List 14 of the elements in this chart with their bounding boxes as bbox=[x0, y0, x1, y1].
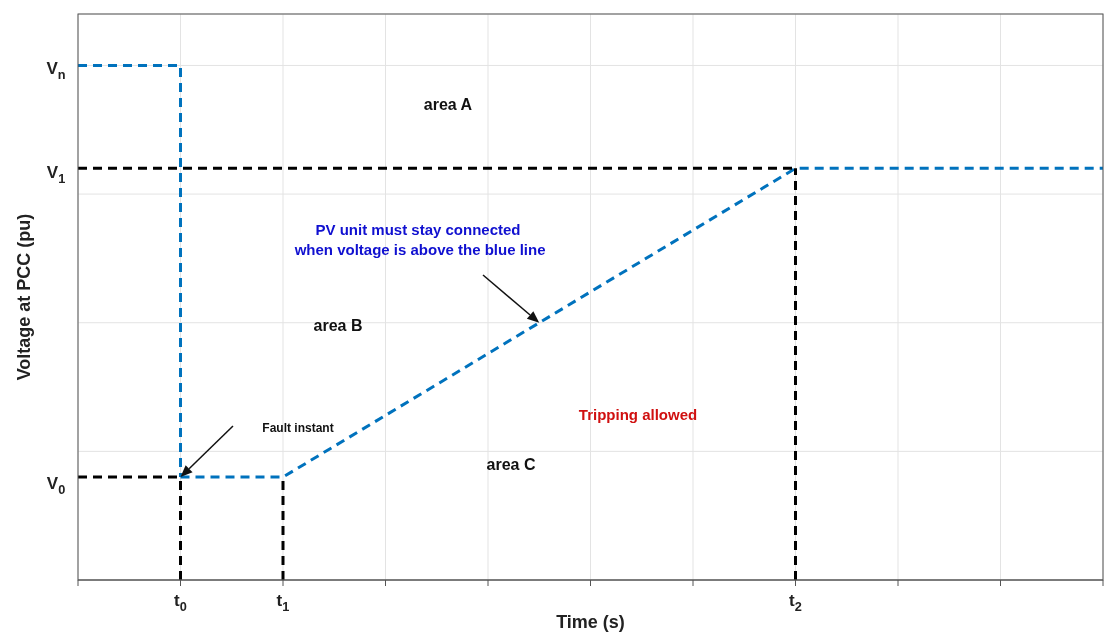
annotation: area B bbox=[313, 317, 363, 334]
text: V$_{1}$ bbox=[46, 163, 66, 186]
annotation: Tripping allowed bbox=[578, 406, 698, 423]
annotation: area A bbox=[423, 96, 473, 113]
annotation: area C bbox=[486, 456, 536, 473]
x-tick-label: t$_{0}$ bbox=[174, 591, 187, 614]
text: V$_{n}$ bbox=[46, 59, 66, 82]
x-axis-title: Time (s) bbox=[556, 612, 625, 632]
text: V$_{0}$ bbox=[46, 474, 66, 497]
y-axis-title: Voltage at PCC (pu) bbox=[14, 213, 34, 381]
x-tick-label: t$_{1}$ bbox=[276, 591, 290, 614]
annotation: PV unit must stay connected when voltage is above the blue line bbox=[290, 221, 546, 259]
annotation: Fault instant bbox=[262, 421, 334, 435]
x-tick-label: t$_{2}$ bbox=[789, 591, 802, 614]
